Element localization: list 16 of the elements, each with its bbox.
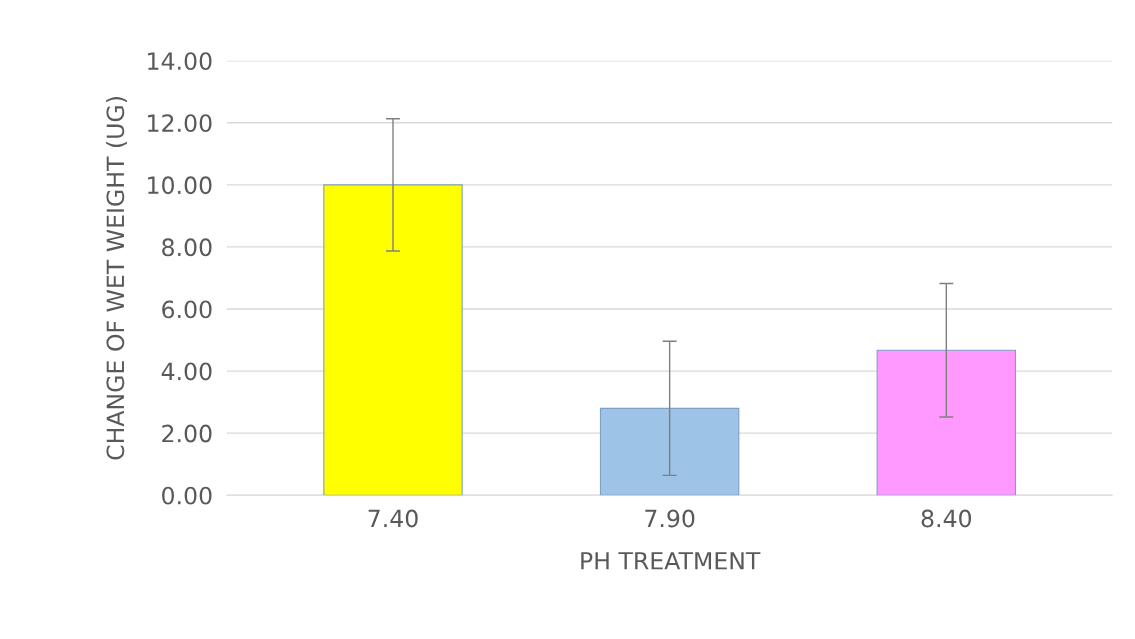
bar [599, 407, 740, 496]
y-tick-label: 8.00 [162, 238, 212, 257]
y-axis-title: CHANGE OF WET WEIGHT (UG) [106, 97, 128, 460]
x-tick-label: 7.40 [368, 509, 418, 528]
y-tick-label: 12.00 [148, 114, 212, 133]
bar [876, 349, 1017, 496]
y-tick-label: 14.00 [148, 52, 212, 71]
y-tick-label: 10.00 [148, 176, 212, 195]
x-tick-label: 7.90 [645, 509, 695, 528]
y-tick-label: 2.00 [162, 424, 212, 443]
x-tick-label: 8.40 [921, 509, 972, 528]
bar [323, 184, 463, 496]
x-axis-title: PH TREATMENT [581, 552, 761, 570]
y-tick-label: 4.00 [161, 362, 212, 381]
y-tick-label: 6.00 [162, 300, 212, 319]
y-tick-label: 0.00 [162, 486, 212, 505]
